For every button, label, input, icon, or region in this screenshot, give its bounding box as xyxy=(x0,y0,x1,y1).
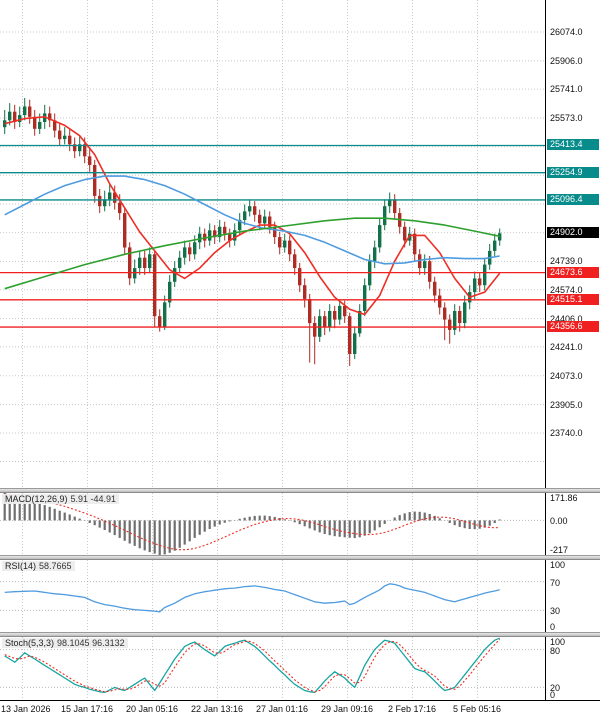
rsi-name: RSI(14) xyxy=(5,561,37,571)
indicator-axis-label: 80 xyxy=(550,645,561,656)
price-chart-plot[interactable] xyxy=(0,0,545,488)
time-axis-label: 13 Jan 2026 xyxy=(1,704,51,714)
rsi-chart xyxy=(0,560,545,632)
time-axis-label: 29 Jan 09:16 xyxy=(320,704,374,714)
indicator-axis-label: 70 xyxy=(550,577,561,588)
macd-label: MACD(12,26,9) 5.91 -44.91 xyxy=(2,494,120,504)
rsi-axis[interactable]: 100 70 30 0 xyxy=(545,560,600,632)
macd-signal-line xyxy=(4,493,500,551)
stochastic-values: 98.1045 96.3132 xyxy=(57,638,125,648)
candles xyxy=(3,97,502,366)
price-tick-label: 24241.0 xyxy=(550,341,583,352)
macd-name: MACD(12,26,9) xyxy=(5,494,68,504)
indicator-axis-label: 20 xyxy=(550,683,561,694)
macd-plot[interactable]: MACD(12,26,9) 5.91 -44.91 xyxy=(0,493,545,555)
rsi-values: 58.7665 xyxy=(39,561,72,571)
indicator-level-lines xyxy=(0,581,545,611)
stochastic-name: Stoch(5,3,3) xyxy=(5,638,55,648)
indicator-axis-label: 100 xyxy=(550,560,566,570)
price-chip-support: 24673.6 xyxy=(547,266,599,278)
indicator-axis-label: 100 xyxy=(550,637,566,647)
stochastic-axis[interactable]: 100 80 20 0 xyxy=(545,637,600,700)
price-tick-label: 23740.0 xyxy=(550,428,583,438)
price-chip-current: 24902.0 xyxy=(547,227,599,239)
price-chip-support: 24515.1 xyxy=(547,293,599,305)
time-axis-label: 22 Jan 13:16 xyxy=(190,704,244,714)
price-tick-label: 25573.0 xyxy=(550,113,583,124)
candlestick-chart xyxy=(0,0,545,488)
stochastic-plot[interactable]: Stoch(5,3,3) 98.1045 96.3132 xyxy=(0,637,545,700)
vertical-gridlines xyxy=(22,560,478,632)
price-tick-label: 23905.0 xyxy=(550,399,583,410)
price-chip-support: 24356.6 xyxy=(547,321,599,333)
vertical-gridlines xyxy=(22,0,478,488)
time-axis-label: 5 Feb 05:16 xyxy=(452,704,502,714)
panel-separator[interactable] xyxy=(0,632,600,637)
rsi-line xyxy=(4,583,500,613)
indicator-axis-label: 0 xyxy=(550,690,556,700)
moving-averages xyxy=(4,116,501,316)
indicator-axis-label: 171.86 xyxy=(550,493,578,503)
price-chart-panel: 26074.0 25906.0 25741.0 25573.0 24739.0 24574… xyxy=(0,0,600,488)
price-tick-label: 24574.0 xyxy=(550,284,583,295)
price-chip-resistance: 25254.9 xyxy=(547,166,599,178)
price-chip-resistance: 25413.4 xyxy=(547,139,599,151)
macd-values: 5.91 -44.91 xyxy=(70,494,117,504)
time-axis-label: 2 Feb 17:16 xyxy=(387,704,437,714)
horizontal-gridlines xyxy=(0,31,545,463)
time-axis-label: 27 Jan 01:16 xyxy=(255,704,309,714)
price-tick-label: 24739.0 xyxy=(550,256,583,267)
vertical-gridlines xyxy=(22,493,478,555)
price-tick-label: 24073.0 xyxy=(550,370,583,381)
indicator-axis-label: 0 xyxy=(550,622,556,632)
rsi-panel: RSI(14) 58.7665 100 70 30 0 xyxy=(0,560,600,632)
indicator-axis-label: -217 xyxy=(550,545,569,555)
rsi-plot[interactable]: RSI(14) 58.7665 xyxy=(0,560,545,632)
stochastic-lines xyxy=(4,637,501,694)
panel-separator[interactable] xyxy=(0,488,600,493)
price-tick-label: 26074.0 xyxy=(550,26,583,37)
indicator-level-lines xyxy=(0,649,545,688)
stochastic-label: Stoch(5,3,3) 98.1045 96.3132 xyxy=(2,638,128,648)
panel-separator[interactable] xyxy=(0,555,600,560)
rsi-label: RSI(14) 58.7665 xyxy=(2,561,75,571)
price-chip-resistance: 25096.4 xyxy=(547,193,599,205)
macd-panel: MACD(12,26,9) 5.91 -44.91 171.86 0.00 -217 xyxy=(0,493,600,555)
indicator-axis-label: 30 xyxy=(550,606,561,617)
stochastic-panel: Stoch(5,3,3) 98.1045 96.3132 100 80 20 0 xyxy=(0,637,600,700)
price-tick-label: 25906.0 xyxy=(550,55,583,66)
time-axis[interactable]: 13 Jan 2026 15 Jan 17:16 20 Jan 05:16 22 Ja… xyxy=(0,700,600,720)
price-tick-label: 25741.0 xyxy=(550,84,583,95)
time-axis-label: 20 Jan 05:16 xyxy=(125,704,179,714)
time-axis-label: 15 Jan 17:16 xyxy=(60,704,114,714)
macd-axis[interactable]: 171.86 0.00 -217 xyxy=(545,493,600,555)
stochastic-chart xyxy=(0,637,545,700)
support-resistance-lines xyxy=(0,144,545,328)
price-tick-label: 24406.0 xyxy=(550,313,583,324)
indicator-axis-label: 0.00 xyxy=(550,516,568,527)
price-axis[interactable]: 26074.0 25906.0 25741.0 25573.0 24739.0 24574… xyxy=(545,0,600,488)
